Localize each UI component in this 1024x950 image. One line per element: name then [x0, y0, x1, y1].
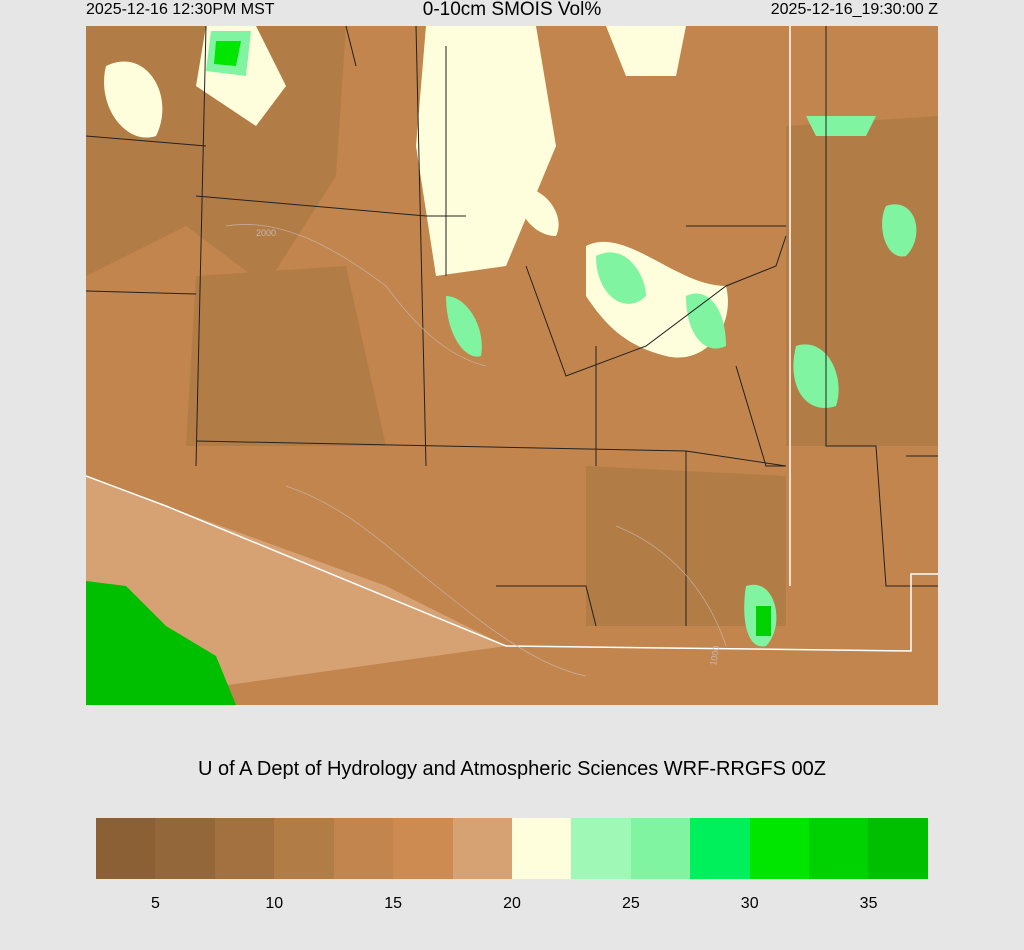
map-title: 0-10cm SMOIS Vol%: [422, 0, 602, 20]
colorbar-swatch: [868, 818, 928, 879]
colorbar-swatch: [333, 818, 394, 879]
contour-label: 2000: [256, 228, 276, 238]
utc-time: 2025-12-16_19:30:00 Z: [770, 1, 938, 18]
colorbar-swatch: [511, 818, 572, 879]
colorbar-tick-label: 15: [384, 895, 403, 912]
colorbar-swatch: [690, 818, 750, 879]
colorbar-tick-label: 20: [503, 895, 521, 912]
colorbar-tick-label: 25: [621, 895, 640, 912]
colorbar-swatch: [749, 818, 810, 879]
colorbar-swatch: [214, 818, 275, 879]
colorbar-swatch: [452, 818, 512, 879]
credit-line: U of A Dept of Hydrology and Atmospheric…: [197, 758, 827, 780]
colorbar-swatch: [96, 818, 156, 879]
colorbar-swatch: [809, 818, 869, 879]
colorbar-swatch: [274, 818, 334, 879]
colorbar-swatch: [155, 818, 215, 879]
boundaries: [86, 26, 938, 627]
colorbar-tick-label: 5: [150, 895, 160, 912]
colorbar-tick-label: 10: [265, 895, 284, 912]
soil-moisture-map: 2000 1000: [86, 26, 938, 705]
local-time: 2025-12-16 12:30PM MST: [86, 1, 275, 18]
colorbar-tick-label: 35: [859, 895, 878, 912]
us-mexico-border: [86, 475, 938, 652]
colorbar-swatch: [630, 818, 691, 879]
elevation-contours: [225, 224, 727, 677]
contour-label: 1000: [708, 645, 721, 666]
colorbar: [96, 818, 928, 879]
colorbar-swatch: [571, 818, 631, 879]
colorbar-tick-label: 30: [740, 895, 759, 912]
colorbar-swatch: [393, 818, 453, 879]
